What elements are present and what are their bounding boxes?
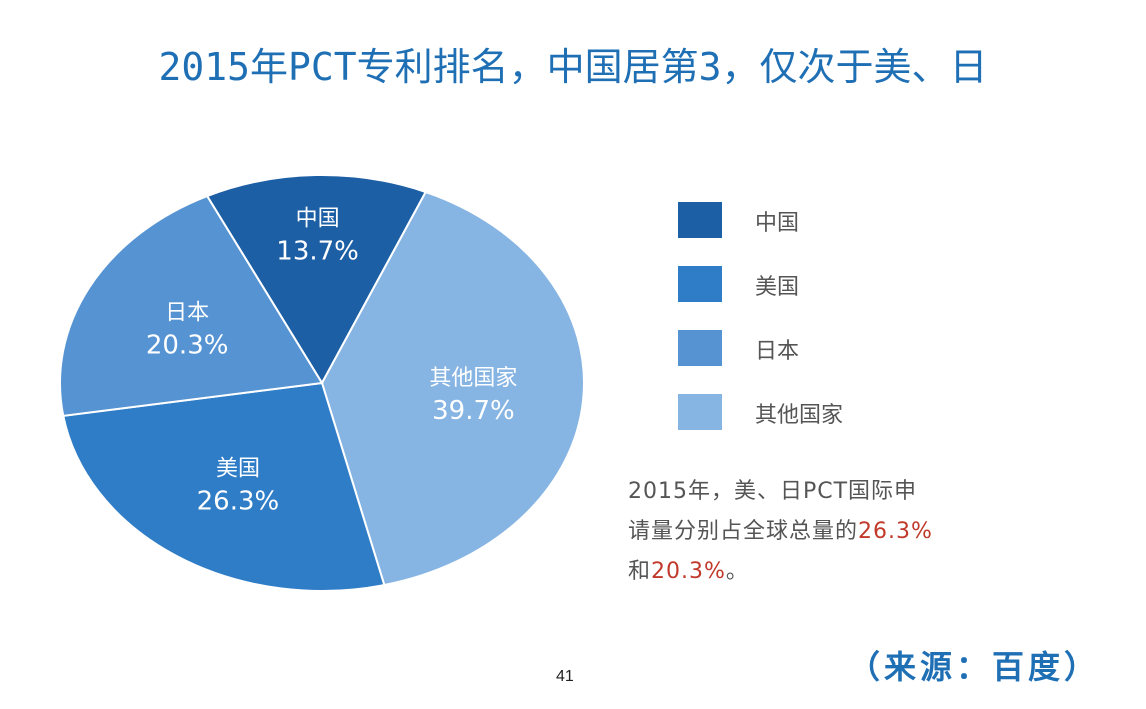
slice-value-3: 20.3% (146, 330, 229, 360)
summary-note: 2015年，美、日PCT国际申 请量分别占全球总量的26.3% 和20.3%。 (628, 472, 1048, 592)
slide-title: 2015年PCT专利排名，中国居第3，仅次于美、日 (158, 45, 988, 89)
slice-name-1: 其他国家 (429, 366, 517, 391)
source-citation: （来源：百度） (848, 648, 1101, 686)
pie-slice-3 (59, 194, 324, 417)
slice-value-2: 26.3% (197, 487, 280, 517)
note-japan-share: 20.3% (651, 559, 726, 584)
slice-name-0: 中国 (296, 206, 340, 231)
legend-swatch-china (678, 202, 722, 238)
pie-chart: 中国 13.7% 其他国家 39.7% 美国 26.3% 日本 20.3% (59, 174, 585, 592)
note-line-2-text: 请量分别占全球总量的 (628, 519, 859, 544)
note-usa-share: 26.3% (858, 519, 933, 544)
slice-name-2: 美国 (216, 457, 260, 482)
legend-label-other: 其他国家 (755, 403, 844, 428)
legend-swatch-usa (678, 266, 722, 302)
note-line-3-end: 。 (725, 559, 749, 584)
note-line-3-text: 和 (628, 559, 652, 584)
pie-slice-1 (320, 190, 585, 587)
pie-slice-0 (205, 174, 428, 385)
page-number: 41 (556, 668, 574, 685)
slice-value-0: 13.7% (276, 236, 359, 266)
legend-swatch-other (678, 394, 722, 430)
slice-name-3: 日本 (165, 300, 209, 325)
pie-slice-2 (62, 381, 386, 592)
legend-label-china: 中国 (755, 211, 800, 236)
note-line-1: 2015年，美、日PCT国际申 (628, 479, 918, 504)
note-line-2: 请量分别占全球总量的26.3% (628, 512, 1048, 552)
legend-swatch-japan (678, 330, 722, 366)
note-line-3: 和20.3%。 (628, 552, 1048, 592)
slice-value-1: 39.7% (432, 396, 515, 426)
legend-label-japan: 日本 (755, 339, 800, 364)
legend-label-usa: 美国 (755, 275, 800, 300)
